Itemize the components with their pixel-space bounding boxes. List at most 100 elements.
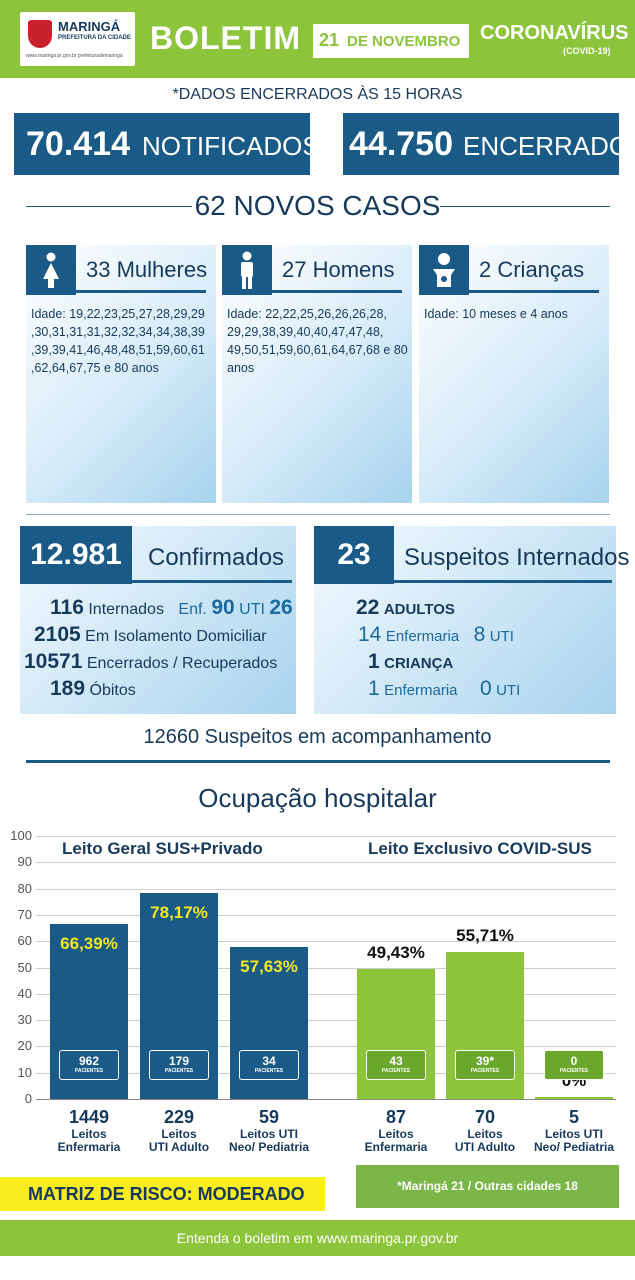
child-row: 1 CRIANÇA xyxy=(368,650,453,674)
patients-box-0-1: 179 PACIENTES xyxy=(149,1050,209,1080)
closed-label: ENCERRADOS xyxy=(463,131,635,161)
women-card-header xyxy=(26,245,206,293)
women-ages: Idade: 19,22,23,25,27,28,29,29 ,30,31,31… xyxy=(31,307,205,375)
man-icon xyxy=(222,245,272,295)
deaths-row: 189 Óbitos xyxy=(50,677,136,701)
group-title-1: Leito Exclusivo COVID-SUS xyxy=(368,839,592,858)
patients-value: 179 xyxy=(168,1054,190,1068)
group-title-0: Leito Geral SUS+Privado xyxy=(62,839,263,858)
logo-links: www.maringa.pr.gov.br prefeiturademaring… xyxy=(26,53,123,59)
confirmed-underline xyxy=(132,580,292,583)
patients-label: PACIENTES xyxy=(470,1068,500,1074)
gridline-50 xyxy=(36,967,616,969)
isolation-value: 2105 xyxy=(34,623,81,646)
adults-row: 22 ADULTOS xyxy=(356,596,455,620)
suspected-card: 23 Suspeitos Internados 22 ADULTOS 14 En… xyxy=(314,526,629,714)
hospitalized-row: 116 Internados Enf. 90 UTI 26 xyxy=(50,596,293,620)
date-month: DE NOVEMBRO xyxy=(347,33,461,50)
city-shield-icon xyxy=(28,20,52,48)
patients-box-0-0: 962 PACIENTES xyxy=(59,1050,119,1080)
gridline-20 xyxy=(36,1046,616,1048)
gridline-30 xyxy=(36,1020,616,1022)
beds-label2-0-2: Neo/ Pediatria xyxy=(228,1140,310,1154)
gridline-0 xyxy=(36,1099,616,1100)
patients-value: 962 xyxy=(78,1054,100,1068)
beds-label1-0-1: Leitos xyxy=(161,1127,197,1141)
patients-box-0-2: 34 PACIENTES xyxy=(239,1050,299,1080)
confirmed-label: Confirmados xyxy=(148,544,285,571)
child-beds-row: 1 Enfermaria 0 UTI xyxy=(368,677,520,701)
women-title: 33 Mulheres xyxy=(86,257,208,282)
hospitalized-value: 116 xyxy=(50,596,84,619)
adults-beds-row: 14 Enfermaria 8 UTI xyxy=(358,623,514,647)
isolation-label: Em Isolamento Domiciliar xyxy=(85,628,267,645)
patients-label: PACIENTES xyxy=(559,1068,589,1074)
logo-subtitle: PREFEITURA DA CIDADE xyxy=(58,35,131,41)
bar-0-0 xyxy=(50,924,128,1099)
y-tick-100: 100 xyxy=(10,828,32,843)
men-card-header xyxy=(222,245,402,293)
patients-box-1-2: 0 PACIENTES xyxy=(544,1050,604,1080)
children-title: 2 Crianças xyxy=(479,257,585,282)
x-axis xyxy=(36,1099,616,1100)
gridline-10 xyxy=(36,1072,616,1074)
patients-label: PACIENTES xyxy=(254,1068,284,1074)
pct-label-1-2: 0% xyxy=(561,1071,587,1090)
new-cases-title: 62 NOVOS CASOS xyxy=(194,190,441,221)
bar-1-1 xyxy=(446,952,524,1099)
baby-icon xyxy=(419,245,469,295)
deaths-value: 189 xyxy=(50,677,86,700)
y-tick-60: 60 xyxy=(17,933,32,949)
y-tick-20: 20 xyxy=(17,1038,32,1054)
y-tick-40: 40 xyxy=(17,985,32,1001)
isolation-row: 2105 Em Isolamento Domiciliar xyxy=(34,623,267,647)
adults-value: 22 xyxy=(356,596,380,619)
beds-total-0-1: 229 xyxy=(163,1107,195,1127)
patients-label: PACIENTES xyxy=(74,1068,104,1074)
patients-value: 43 xyxy=(389,1054,403,1068)
closed-value: 44.750 xyxy=(349,125,453,163)
y-tick-80: 80 xyxy=(17,880,32,896)
bar-0-1 xyxy=(140,893,218,1099)
bar-0-2 xyxy=(230,947,308,1099)
gridline-90 xyxy=(36,862,616,864)
header-banner: MARINGÁ PREFEITURA DA CIDADE www.maringa… xyxy=(0,0,635,78)
beds-label1-1-1: Leitos xyxy=(467,1127,503,1141)
logo-name: MARINGÁ xyxy=(58,19,121,34)
notified-box: 70.414 NOTIFICADOS xyxy=(14,113,320,175)
gridline-40 xyxy=(36,993,616,995)
confirmed-value: 12.981 xyxy=(20,526,132,584)
pct-label-1-0: 49,43% xyxy=(367,942,425,962)
gridline-100 xyxy=(36,836,616,837)
pct-label-0-2: 57,63% xyxy=(240,957,298,977)
date-box: 21 DE NOVEMBRO xyxy=(313,24,469,58)
adults-icu-label: UTI xyxy=(489,628,514,645)
men-card: 27 Homens Idade: 22,22,25,26,26,26,28, 2… xyxy=(222,245,412,503)
beds-total-0-2: 59 xyxy=(258,1107,280,1127)
icu-value: 26 xyxy=(269,596,293,619)
children-card: 2 Crianças Idade: 10 meses e 4 anos xyxy=(419,245,609,503)
patients-value: 39* xyxy=(475,1054,495,1068)
y-tick-50: 50 xyxy=(17,959,32,975)
covid-subtitle: (COVID-19) xyxy=(563,46,611,56)
coronavirus-title: CORONAVÍRUS xyxy=(480,22,629,44)
city-logo: MARINGÁ PREFEITURA DA CIDADE www.maringa… xyxy=(20,12,135,66)
suspected-underline xyxy=(394,580,612,583)
child-icu-label: UTI xyxy=(496,682,521,699)
recovered-row: 10571 Encerrados / Recuperados xyxy=(24,650,277,674)
patients-value: 34 xyxy=(262,1054,276,1068)
y-tick-10: 10 xyxy=(17,1064,32,1080)
suspects-monitoring: 12660 Suspeitos em acompanhamento xyxy=(143,726,492,748)
beds-label1-0-2: Leitos UTI xyxy=(239,1127,298,1141)
bulletin-title: BOLETIM xyxy=(150,20,301,56)
beds-label1-1-2: Leitos UTI xyxy=(544,1127,603,1141)
confirmed-card: 12.981 Confirmados 116 Internados Enf. 9… xyxy=(20,526,296,714)
beds-label2-1-1: UTI Adulto xyxy=(454,1140,516,1154)
icu-label: UTI xyxy=(239,601,265,618)
woman-icon xyxy=(26,245,76,295)
pct-label-0-1: 78,17% xyxy=(150,903,208,923)
ward-label: Enf. xyxy=(178,601,207,618)
beds-total-0-0: 1449 xyxy=(68,1107,110,1127)
icu-origin-note: *Maringá 21 / Outras cidades 18 xyxy=(356,1165,619,1208)
y-tick-70: 70 xyxy=(17,906,32,922)
